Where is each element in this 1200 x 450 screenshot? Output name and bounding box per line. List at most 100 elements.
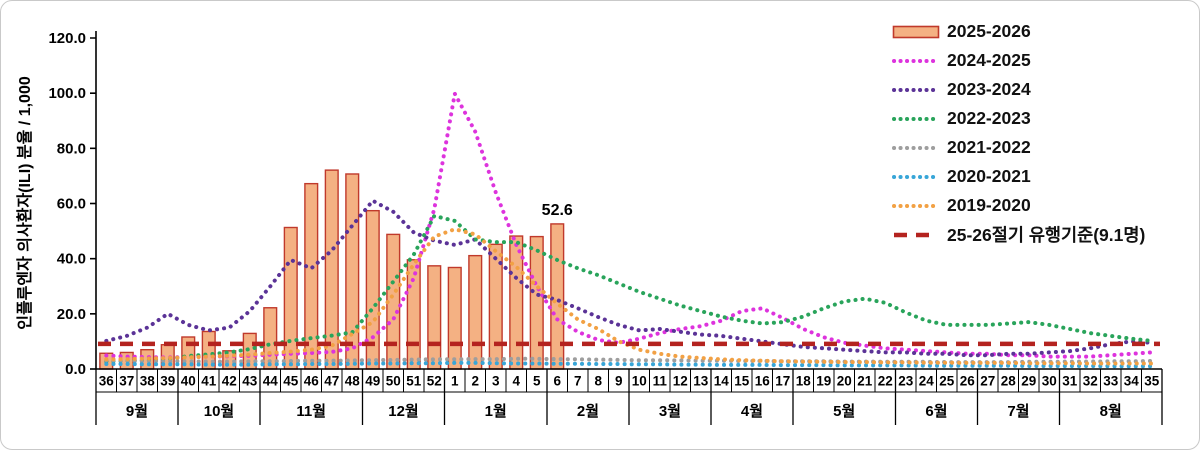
month-label: 4월 — [741, 403, 763, 420]
week-label: 46 — [304, 374, 320, 389]
dots-swatch-icon — [892, 58, 940, 63]
week-label: 6 — [553, 374, 561, 389]
week-label: 30 — [1042, 374, 1057, 389]
week-label: 42 — [222, 374, 237, 389]
week-label: 29 — [1021, 374, 1036, 389]
month-label: 5월 — [833, 403, 855, 420]
legend-item-2021-2022: 2021-2022 — [892, 133, 1145, 162]
y-tick-label: 20.0 — [57, 306, 86, 323]
week-label: 38 — [140, 374, 156, 389]
legend-label: 2024-2025 — [947, 50, 1031, 70]
week-label: 44 — [263, 374, 279, 389]
week-label: 50 — [386, 374, 401, 389]
week-label: 26 — [960, 374, 976, 389]
week-label: 1 — [451, 374, 459, 389]
legend-label: 2022-2023 — [947, 108, 1031, 128]
bar-week-5 — [529, 235, 544, 370]
x-axis-table: 36 37 38 39 40 41 42 43 44 45 46 47 48 49 50 51 52 1 2 3 4 5 6… — [95, 368, 1163, 425]
y-tick-label: 120.0 — [48, 30, 86, 47]
week-label: 23 — [898, 374, 914, 389]
week-label: 18 — [796, 374, 812, 389]
week-label: 45 — [283, 374, 299, 389]
week-label: 16 — [755, 374, 771, 389]
week-label: 39 — [160, 374, 175, 389]
week-label: 33 — [1103, 374, 1119, 389]
week-label: 35 — [1144, 374, 1160, 389]
dots-swatch-icon — [892, 145, 940, 150]
week-label: 21 — [857, 374, 873, 389]
legend-item-2025-2026: 2025-2026 — [892, 17, 1145, 46]
week-label: 19 — [816, 374, 831, 389]
bar-swatch-icon — [892, 25, 940, 38]
bar-week-4 — [509, 235, 524, 370]
bars-2025-2026 — [99, 169, 565, 370]
legend-item-2020-2021: 2020-2021 — [892, 162, 1145, 191]
bar-week-48 — [345, 173, 360, 370]
line-2024-2025 — [104, 91, 1154, 360]
week-label: 3 — [492, 374, 500, 389]
y-tick-label: 100.0 — [48, 85, 86, 102]
dash-swatch-icon — [894, 232, 938, 237]
legend-label: 2019-2020 — [947, 195, 1031, 215]
week-label: 43 — [242, 374, 258, 389]
month-label: 9월 — [126, 403, 148, 420]
week-label: 10 — [632, 374, 647, 389]
week-label: 20 — [837, 374, 852, 389]
y-tick-label: 80.0 — [57, 140, 86, 157]
month-label: 2월 — [577, 403, 599, 420]
y-axis: 0.0 20.0 40.0 60.0 80.0 100.0 120.0 — [48, 30, 97, 378]
bar-week-2 — [468, 254, 483, 370]
week-label: 47 — [324, 374, 339, 389]
bar-week-6 — [550, 223, 565, 370]
week-label: 31 — [1062, 374, 1078, 389]
week-label: 41 — [201, 374, 217, 389]
week-label: 11 — [653, 374, 668, 389]
week-label: 37 — [119, 374, 134, 389]
dots-swatch-icon — [892, 174, 940, 179]
bar-week-47 — [324, 169, 339, 370]
week-label: 15 — [734, 374, 750, 389]
week-label: 2 — [471, 374, 479, 389]
legend-item-2022-2023: 2022-2023 — [892, 104, 1145, 133]
month-label: 1월 — [485, 403, 507, 420]
week-label: 13 — [693, 374, 709, 389]
month-label: 3월 — [659, 403, 681, 420]
dots-swatch-icon — [892, 87, 940, 92]
month-label: 11월 — [296, 403, 326, 420]
week-label: 24 — [919, 374, 935, 389]
line-2021-2022 — [104, 356, 1154, 365]
y-tick-label: 40.0 — [57, 251, 86, 268]
week-label: 48 — [345, 374, 361, 389]
month-label: 12월 — [388, 403, 419, 420]
bar-week-45 — [283, 226, 298, 370]
y-axis-title: 인플루엔자 의사환자(ILI) 분율 / 1,000 — [17, 76, 34, 330]
week-label: 9 — [615, 374, 623, 389]
month-label: 6월 — [925, 403, 947, 420]
bar-week-52 — [427, 265, 442, 370]
dots-swatch-icon — [892, 116, 940, 121]
week-label: 34 — [1124, 374, 1140, 389]
week-label: 7 — [574, 374, 582, 389]
month-label: 8월 — [1100, 403, 1122, 420]
bar-week-46 — [304, 182, 319, 370]
week-label: 22 — [878, 374, 893, 389]
week-label: 49 — [365, 374, 380, 389]
legend-label: 25-26절기 유행기준(9.1명) — [947, 225, 1146, 245]
week-label: 32 — [1083, 374, 1098, 389]
dots-swatch-icon — [892, 203, 940, 208]
y-tick-label: 0.0 — [65, 361, 86, 378]
bar-week-51 — [406, 259, 421, 370]
week-label: 36 — [99, 374, 115, 389]
week-label: 12 — [673, 374, 688, 389]
bar-week-1 — [447, 266, 462, 370]
peak-value-annotation: 52.6 — [542, 202, 573, 219]
line-2023-2024 — [104, 198, 1154, 358]
month-label: 7월 — [1007, 403, 1029, 420]
week-label: 40 — [181, 374, 196, 389]
legend-label: 2025-2026 — [947, 21, 1031, 41]
legend-item-2019-2020: 2019-2020 — [892, 191, 1145, 220]
week-label: 28 — [1001, 374, 1017, 389]
legend-label: 2023-2024 — [947, 79, 1031, 99]
